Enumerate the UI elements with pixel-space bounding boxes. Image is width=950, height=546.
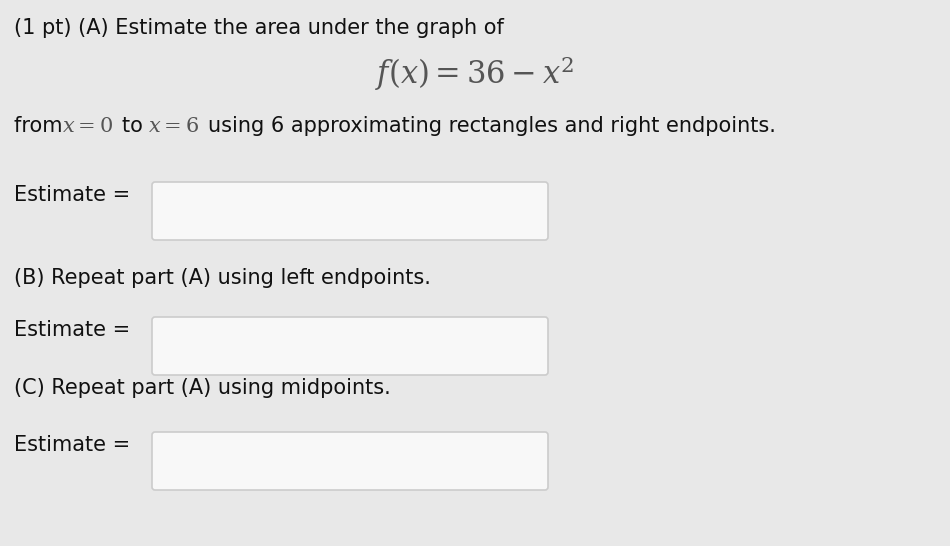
Text: from: from bbox=[14, 116, 69, 136]
Text: Estimate =: Estimate = bbox=[14, 320, 130, 340]
Text: (B) Repeat part (A) using left endpoints.: (B) Repeat part (A) using left endpoints… bbox=[14, 268, 431, 288]
Text: (1 pt) (A) Estimate the area under the graph of: (1 pt) (A) Estimate the area under the g… bbox=[14, 18, 504, 38]
Text: $x = 6$: $x = 6$ bbox=[148, 116, 199, 136]
Text: using 6 approximating rectangles and right endpoints.: using 6 approximating rectangles and rig… bbox=[208, 116, 776, 136]
Text: to: to bbox=[122, 116, 149, 136]
FancyBboxPatch shape bbox=[152, 317, 548, 375]
Text: $x = 0$: $x = 0$ bbox=[62, 116, 113, 136]
Text: Estimate =: Estimate = bbox=[14, 185, 130, 205]
FancyBboxPatch shape bbox=[152, 182, 548, 240]
FancyBboxPatch shape bbox=[152, 432, 548, 490]
Text: Estimate =: Estimate = bbox=[14, 435, 130, 455]
Text: (C) Repeat part (A) using midpoints.: (C) Repeat part (A) using midpoints. bbox=[14, 378, 390, 398]
Text: $f(x) = 36 - x^2$: $f(x) = 36 - x^2$ bbox=[375, 54, 575, 93]
